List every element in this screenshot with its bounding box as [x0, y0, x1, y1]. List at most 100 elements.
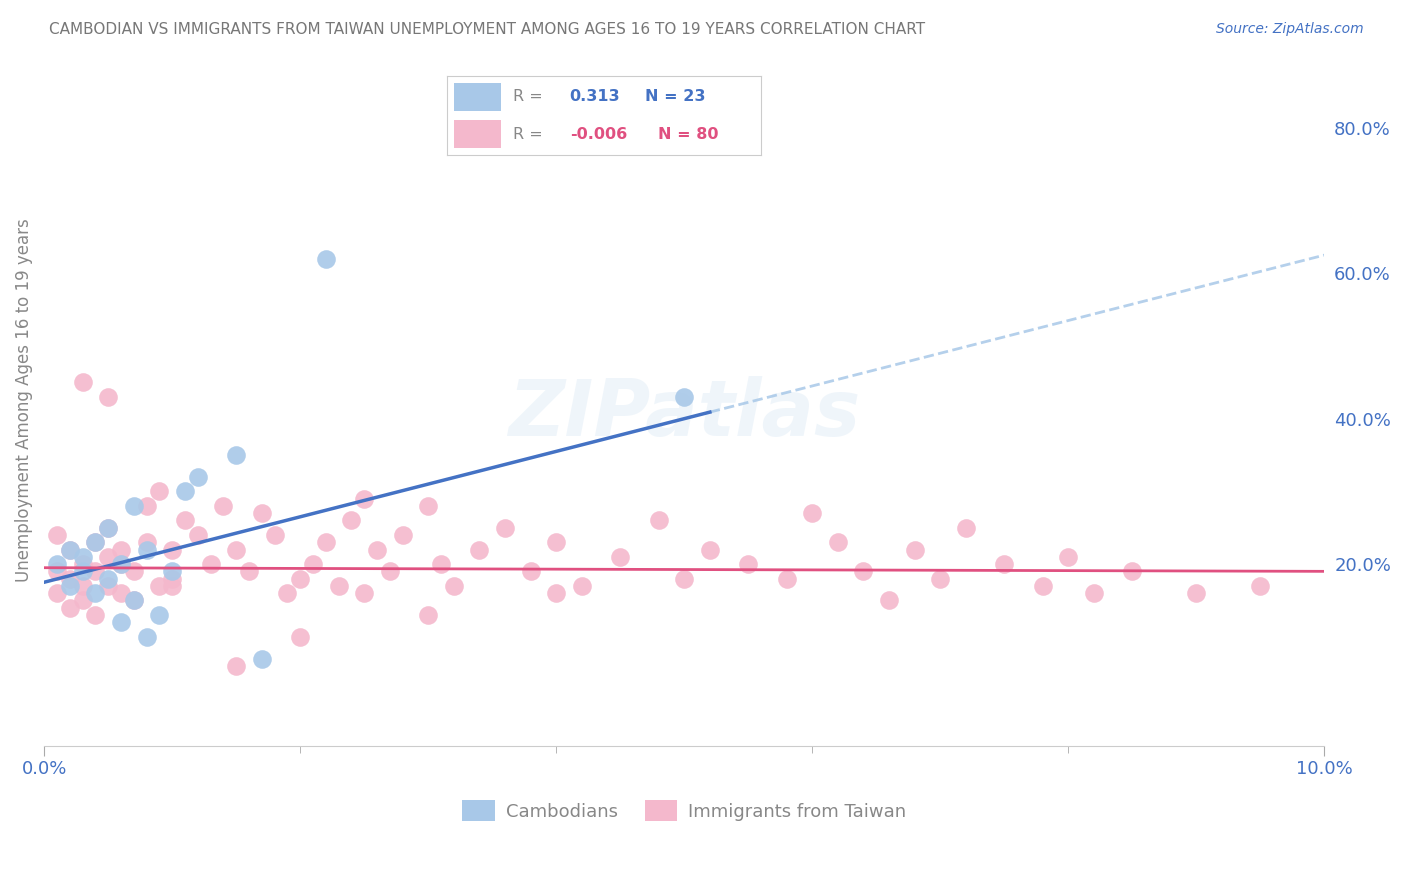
Point [340, 513, 363, 527]
Point [571, 579, 593, 593]
Point [288, 572, 311, 586]
Point [955, 521, 977, 535]
Point [250, 651, 273, 665]
Point [72, 593, 94, 607]
Point [776, 572, 799, 586]
Point [1121, 565, 1143, 579]
Point [59, 542, 82, 557]
Point [328, 579, 350, 593]
Point [225, 658, 247, 673]
Point [238, 565, 260, 579]
Point [84, 586, 107, 600]
Point [929, 572, 952, 586]
Text: CAMBODIAN VS IMMIGRANTS FROM TAIWAN UNEMPLOYMENT AMONG AGES 16 TO 19 YEARS CORRE: CAMBODIAN VS IMMIGRANTS FROM TAIWAN UNEM… [49, 22, 925, 37]
Point [647, 513, 669, 527]
Point [673, 390, 696, 404]
Point [97, 390, 120, 404]
Point [97, 572, 120, 586]
Point [122, 593, 145, 607]
Point [366, 542, 388, 557]
Point [852, 565, 875, 579]
Point [59, 579, 82, 593]
Point [135, 535, 157, 549]
Point [673, 572, 696, 586]
Point [45, 586, 67, 600]
Text: Source: ZipAtlas.com: Source: ZipAtlas.com [1216, 22, 1364, 37]
Point [315, 252, 337, 266]
Point [302, 557, 325, 571]
Point [110, 615, 132, 630]
Point [827, 535, 849, 549]
Point [84, 535, 107, 549]
Point [45, 557, 67, 571]
Point [519, 565, 541, 579]
Point [378, 565, 401, 579]
Point [110, 557, 132, 571]
Point [110, 586, 132, 600]
Point [200, 557, 222, 571]
Point [122, 565, 145, 579]
Point [72, 557, 94, 571]
Point [97, 579, 120, 593]
Legend: Cambodians, Immigrants from Taiwan: Cambodians, Immigrants from Taiwan [456, 793, 914, 828]
Point [315, 535, 337, 549]
Point [148, 607, 170, 622]
Point [609, 549, 631, 564]
Point [97, 549, 120, 564]
Point [877, 593, 900, 607]
Point [1032, 579, 1054, 593]
Point [84, 535, 107, 549]
Point [225, 542, 247, 557]
Point [160, 565, 183, 579]
Point [288, 630, 311, 644]
Point [59, 600, 82, 615]
Point [110, 542, 132, 557]
Point [160, 542, 183, 557]
Y-axis label: Unemployment Among Ages 16 to 19 years: Unemployment Among Ages 16 to 19 years [15, 219, 32, 582]
Point [135, 542, 157, 557]
Point [993, 557, 1015, 571]
Point [212, 499, 235, 513]
Point [1185, 586, 1208, 600]
Point [263, 528, 285, 542]
Point [84, 607, 107, 622]
Point [148, 579, 170, 593]
Point [45, 528, 67, 542]
Point [72, 565, 94, 579]
Point [97, 521, 120, 535]
Point [72, 376, 94, 390]
Point [135, 630, 157, 644]
Point [418, 607, 440, 622]
Point [59, 572, 82, 586]
Point [418, 499, 440, 513]
Point [160, 579, 183, 593]
Point [904, 542, 927, 557]
Point [699, 542, 721, 557]
Point [160, 572, 183, 586]
Point [494, 521, 516, 535]
Point [97, 521, 120, 535]
Point [443, 579, 465, 593]
Point [187, 470, 209, 484]
Point [59, 542, 82, 557]
Point [353, 491, 375, 506]
Point [430, 557, 453, 571]
Point [276, 586, 298, 600]
Text: ZIPatlas: ZIPatlas [508, 376, 860, 452]
Point [546, 535, 568, 549]
Point [72, 549, 94, 564]
Point [801, 506, 824, 520]
Point [250, 506, 273, 520]
Point [135, 499, 157, 513]
Point [84, 565, 107, 579]
Point [468, 542, 491, 557]
Point [72, 579, 94, 593]
Point [122, 593, 145, 607]
Point [737, 557, 759, 571]
Point [1057, 549, 1080, 564]
Point [174, 513, 197, 527]
Point [1083, 586, 1105, 600]
Point [122, 499, 145, 513]
Point [148, 484, 170, 499]
Point [110, 557, 132, 571]
